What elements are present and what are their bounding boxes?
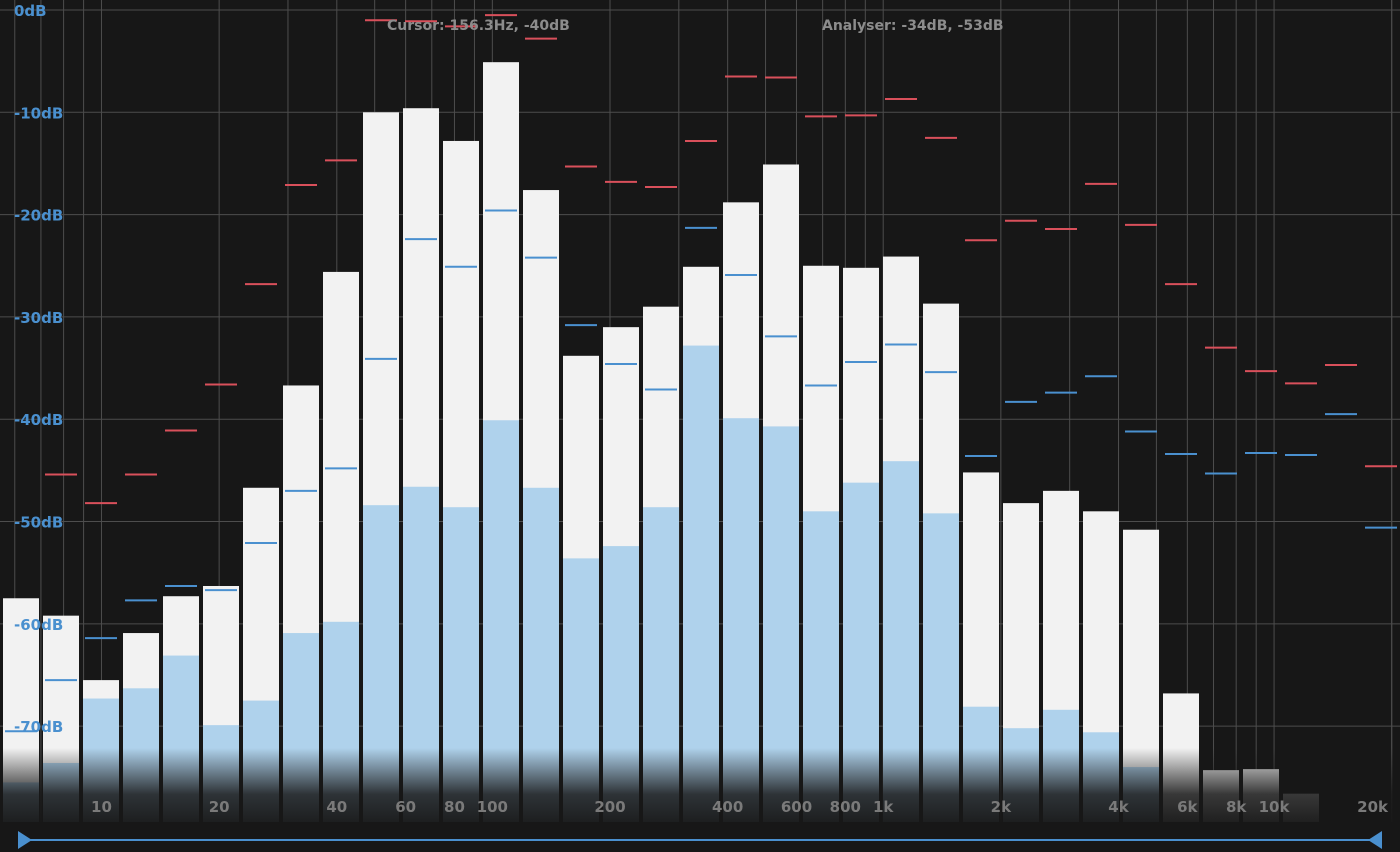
frequency-axis-labels: 10 20 40 60 80 100 200 400 600 800 1k 2k 4k 6k 8k 10k 20… xyxy=(91,798,1389,816)
db-tick-label: -70dB xyxy=(14,718,63,736)
db-tick-label: -20dB xyxy=(14,207,63,225)
freq-tick-label: 60 xyxy=(395,798,416,816)
db-tick-label: -60dB xyxy=(14,616,63,634)
db-tick-label: 0dB xyxy=(14,2,47,20)
db-axis-labels: 0dB -10dB -20dB -30dB -40dB -50dB -60dB -70dB xyxy=(14,2,63,736)
band-markers xyxy=(5,14,1397,733)
freq-tick-label: 20 xyxy=(209,798,230,816)
freq-tick-label: 80 xyxy=(444,798,465,816)
freq-tick-label: 40 xyxy=(326,798,347,816)
freq-tick-label: 800 xyxy=(830,798,861,816)
db-tick-label: -10dB xyxy=(14,104,63,122)
freq-tick-label: 10 xyxy=(91,798,112,816)
frequency-range-scrollbar[interactable] xyxy=(18,831,1382,849)
bottom-fade xyxy=(0,748,1400,832)
range-right-handle[interactable] xyxy=(1368,831,1382,849)
db-tick-label: -40dB xyxy=(14,411,63,429)
freq-tick-label: 10k xyxy=(1259,798,1291,816)
bottom-fade-solid xyxy=(0,822,1400,852)
freq-tick-label: 20k xyxy=(1357,798,1389,816)
freq-tick-label: 100 xyxy=(477,798,508,816)
db-tick-label: -50dB xyxy=(14,514,63,532)
range-left-handle[interactable] xyxy=(18,831,32,849)
freq-tick-label: 1k xyxy=(873,798,894,816)
freq-tick-label: 6k xyxy=(1177,798,1198,816)
freq-tick-label: 400 xyxy=(712,798,743,816)
db-tick-label: -30dB xyxy=(14,309,63,327)
freq-tick-label: 2k xyxy=(991,798,1012,816)
analyser-readout: Analyser: -34dB, -53dB xyxy=(822,18,1004,34)
freq-tick-label: 600 xyxy=(781,798,812,816)
freq-tick-label: 4k xyxy=(1108,798,1129,816)
cursor-readout: Cursor: 156.3Hz, -40dB xyxy=(387,18,570,34)
freq-tick-label: 200 xyxy=(594,798,625,816)
freq-tick-label: 8k xyxy=(1226,798,1247,816)
